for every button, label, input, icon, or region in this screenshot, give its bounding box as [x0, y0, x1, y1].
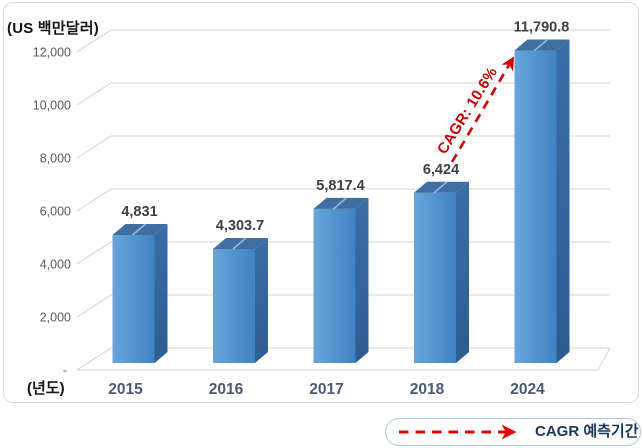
- legend-dashed-arrow-icon: [399, 425, 517, 439]
- x-category-label: 2015: [108, 381, 143, 398]
- x-category-label: 2017: [309, 381, 343, 398]
- x-category-label: 2018: [410, 381, 445, 398]
- bar-value-label: 4,303.7: [216, 218, 264, 234]
- legend-label: CAGR 예측기간: [535, 423, 639, 440]
- y-axis-unit-label: (US 백만달러): [7, 20, 99, 37]
- y-tick-label: 8,000: [40, 152, 71, 166]
- bar-2018: [414, 181, 469, 363]
- y-tick-label: -: [63, 364, 67, 378]
- x-category-label: 2016: [209, 381, 244, 398]
- y-tick-label: 12,000: [33, 46, 71, 60]
- bar-2015: [112, 223, 168, 363]
- legend: CAGR 예측기간: [385, 418, 641, 446]
- x-axis-label: (년도): [27, 380, 65, 397]
- bar-2017: [313, 197, 369, 363]
- bar-value-label: 11,790.8: [514, 20, 570, 36]
- cagr-arrow: [450, 56, 515, 163]
- bar-value-label: 6,424: [423, 162, 459, 178]
- bar-value-label: 4,831: [121, 204, 157, 220]
- bar-value-label: 5,817.4: [316, 178, 364, 194]
- y-tick-label: 6,000: [40, 205, 71, 219]
- y-tick-label: 4,000: [40, 258, 71, 272]
- bar-2016: [213, 237, 268, 363]
- bars: [112, 38, 570, 364]
- y-tick-label: 2,000: [40, 311, 71, 325]
- y-tick-label: 10,000: [33, 99, 71, 113]
- x-category-label: 2024: [510, 381, 545, 398]
- labels: - 2,000 4,000 6,000 8,000 10,000 12,000 2015 4,8…: [33, 20, 570, 398]
- bar-2024: [514, 38, 570, 364]
